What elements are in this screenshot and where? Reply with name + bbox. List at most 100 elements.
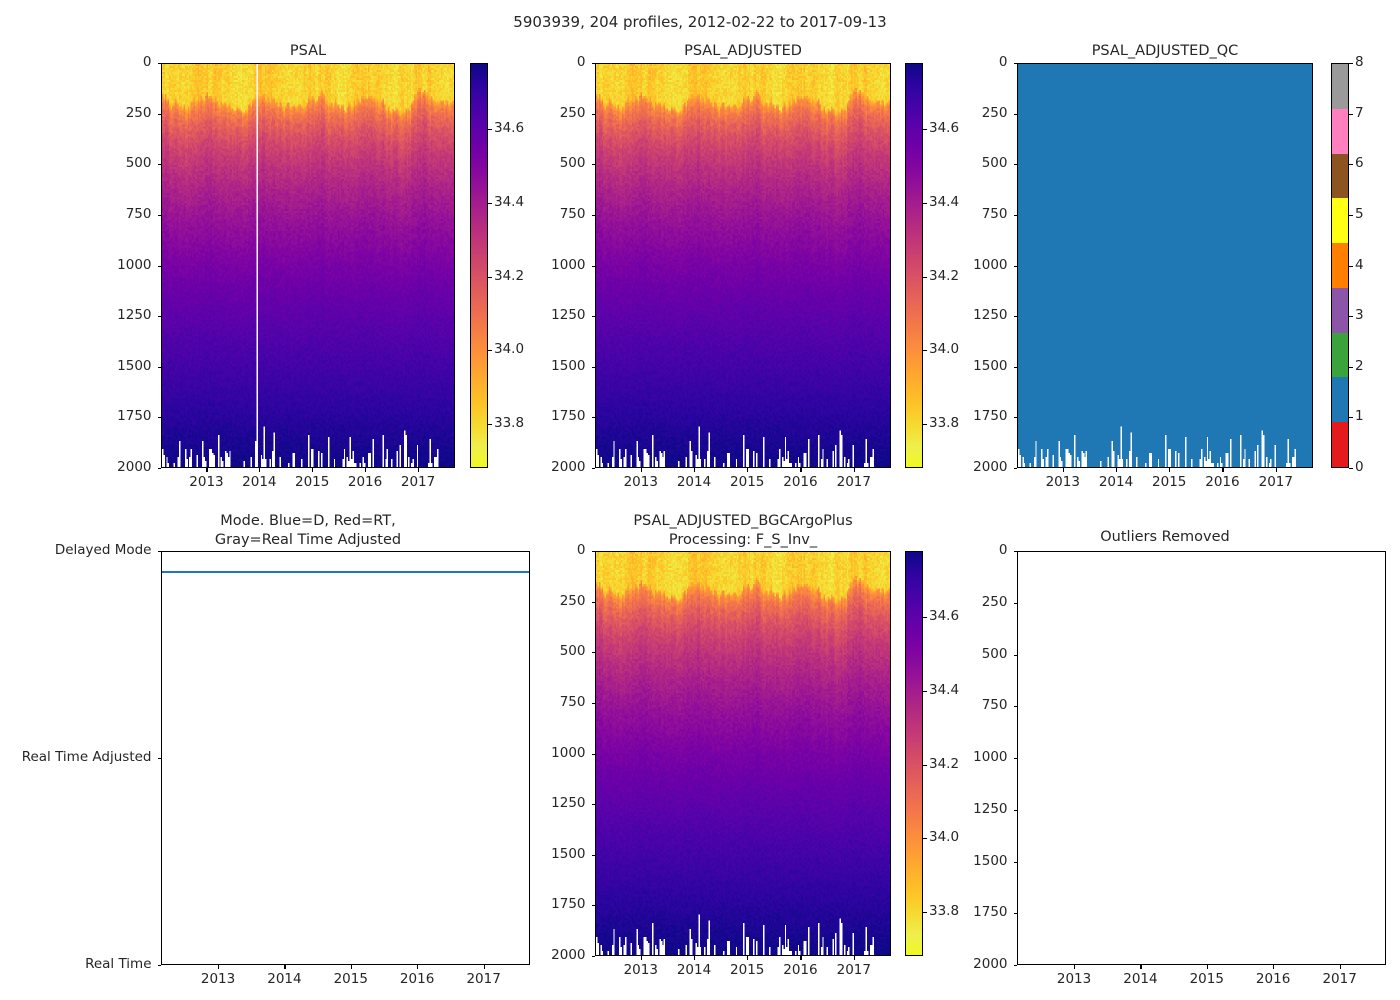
- y-tick-mark: [591, 652, 595, 654]
- colorbar-tick-mark: [488, 129, 492, 131]
- y-tick-label: 0: [998, 54, 1008, 70]
- panel-psal-adjusted-qc-axes[interactable]: [1017, 63, 1313, 468]
- y-tick-label: Real Time: [85, 956, 152, 972]
- y-tick-label: 250: [559, 104, 586, 121]
- x-tick-mark: [483, 965, 485, 969]
- panel-title-psal-adjusted: PSAL_ADJUSTED: [684, 43, 802, 59]
- y-tick-label: 1250: [117, 307, 152, 324]
- x-tick-label: 2014: [676, 962, 712, 978]
- colorbar-tick-label: 2: [1355, 357, 1364, 374]
- x-tick-label: 2013: [1045, 474, 1080, 490]
- qc-colorbar[interactable]: [1331, 63, 1349, 468]
- panel-psal-axes[interactable]: [161, 63, 455, 468]
- x-tick-mark: [1116, 468, 1118, 472]
- y-tick-label: 500: [981, 155, 1008, 172]
- x-tick-mark: [1062, 468, 1064, 472]
- y-tick-mark: [1013, 706, 1017, 708]
- x-tick-label: 2016: [1255, 971, 1291, 987]
- colorbar-tick-label: 34.6: [929, 120, 960, 137]
- x-tick-label: 2015: [1152, 474, 1187, 490]
- colorbar-tick-label: 33.8: [929, 902, 960, 919]
- panel-title-mode-line1: Mode. Blue=D, Red=RT,: [220, 513, 396, 529]
- y-tick-mark: [1013, 63, 1017, 65]
- colorbar-tick-label: 5: [1355, 205, 1364, 222]
- x-tick-label: 2013: [1056, 971, 1092, 987]
- x-tick-label: 2015: [730, 474, 765, 490]
- y-tick-label: 0: [998, 542, 1008, 558]
- y-tick-mark: [591, 702, 595, 704]
- y-tick-label: 1500: [551, 357, 586, 374]
- x-tick-label: 2017: [836, 474, 871, 490]
- x-tick-mark: [853, 468, 855, 472]
- y-tick-mark: [1013, 602, 1017, 604]
- x-tick-mark: [1339, 965, 1341, 969]
- qc-colorbar-swatch: [1332, 108, 1348, 154]
- y-tick-mark: [591, 804, 595, 806]
- y-tick-mark: [1013, 113, 1017, 115]
- y-tick-label: 1000: [551, 744, 586, 761]
- x-tick-mark: [350, 965, 352, 969]
- y-tick-mark: [157, 551, 161, 553]
- colorbar-tick-mark: [923, 911, 927, 913]
- y-tick-label: 2000: [973, 459, 1008, 475]
- y-tick-label: 0: [576, 54, 586, 70]
- x-tick-label: 2017: [836, 962, 871, 978]
- colorbar-tick-mark: [1349, 417, 1353, 419]
- qc-colorbar-swatch: [1332, 332, 1348, 378]
- y-tick-mark: [157, 63, 161, 65]
- panel-mode-axes[interactable]: [161, 551, 530, 965]
- x-tick-mark: [694, 956, 696, 960]
- colorbar-tick-label: 34.2: [494, 267, 525, 284]
- y-tick-mark: [1013, 758, 1017, 760]
- y-tick-mark: [1013, 861, 1017, 863]
- qc-colorbar-swatch: [1332, 153, 1348, 199]
- panel-title-mode: Mode. Blue=D, Red=RT, Gray=Real Time Adj…: [161, 512, 455, 550]
- colorbar-tick-label: 34.6: [929, 608, 960, 625]
- bgcargoplus-colorbar-gradient: [906, 552, 922, 955]
- colorbar-tick-mark: [923, 838, 927, 840]
- y-tick-label: Delayed Mode: [54, 542, 152, 558]
- x-tick-mark: [747, 468, 749, 472]
- y-tick-label: 750: [981, 205, 1008, 222]
- panel-title-psal-adjusted-qc: PSAL_ADJUSTED_QC: [1091, 43, 1239, 59]
- colorbar-tick-mark: [923, 202, 927, 204]
- y-tick-label: 750: [125, 205, 152, 222]
- psal-adjusted-colorbar[interactable]: [905, 63, 923, 468]
- x-tick-mark: [206, 468, 208, 472]
- qc-colorbar-swatch: [1332, 287, 1348, 333]
- y-tick-label: 750: [981, 697, 1008, 714]
- y-tick-label: 2000: [551, 459, 586, 475]
- panel-outliers-removed-axes[interactable]: [1017, 551, 1386, 965]
- x-tick-mark: [417, 965, 419, 969]
- x-tick-label: 2014: [676, 474, 712, 490]
- y-tick-mark: [591, 468, 595, 470]
- x-tick-label: 2016: [399, 971, 435, 987]
- y-tick-mark: [1013, 965, 1017, 967]
- colorbar-tick-label: 0: [1355, 459, 1364, 475]
- y-tick-label: 250: [981, 104, 1008, 121]
- x-tick-label: 2013: [623, 962, 658, 978]
- panel-psal-adjusted-axes[interactable]: [595, 63, 891, 468]
- panel-title-bgcargoplus-line1: PSAL_ADJUSTED_BGCArgoPlus: [633, 513, 853, 529]
- y-tick-mark: [157, 164, 161, 166]
- y-tick-label: 500: [559, 155, 586, 172]
- x-tick-mark: [640, 956, 642, 960]
- y-tick-label: 750: [559, 205, 586, 222]
- bgcargoplus-colorbar[interactable]: [905, 551, 923, 956]
- y-tick-label: 250: [559, 592, 586, 609]
- y-tick-label: 250: [981, 593, 1008, 610]
- colorbar-tick-mark: [923, 690, 927, 692]
- y-tick-mark: [591, 63, 595, 65]
- psal-colorbar[interactable]: [470, 63, 488, 468]
- y-tick-label: 500: [125, 155, 152, 172]
- colorbar-tick-label: 34.0: [494, 341, 525, 358]
- x-tick-mark: [853, 956, 855, 960]
- colorbar-tick-label: 34.0: [929, 341, 960, 358]
- x-tick-mark: [1140, 965, 1142, 969]
- y-tick-label: 1000: [973, 749, 1008, 765]
- panel-bgcargoplus-axes[interactable]: [595, 551, 891, 956]
- y-tick-mark: [591, 164, 595, 166]
- y-tick-label: 1250: [551, 795, 586, 812]
- figure-suptitle: 5903939, 204 profiles, 2012-02-22 to 201…: [513, 13, 887, 31]
